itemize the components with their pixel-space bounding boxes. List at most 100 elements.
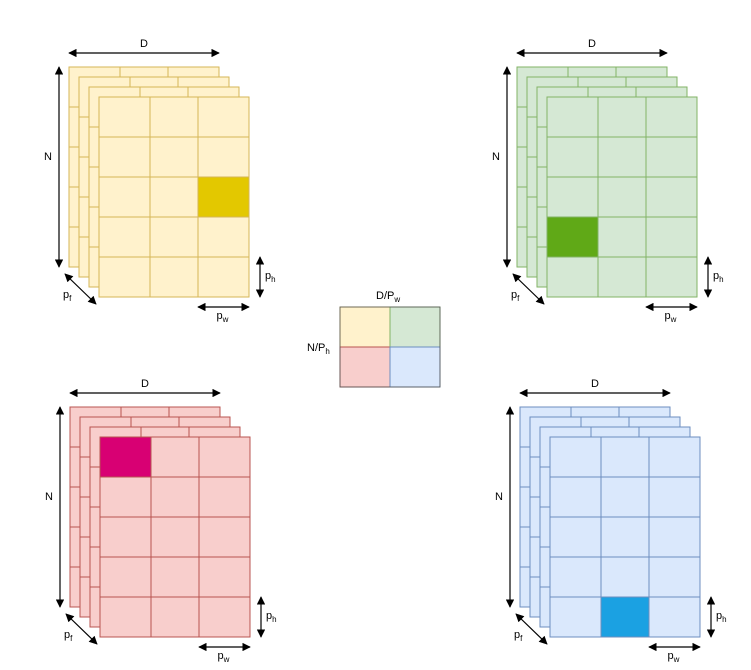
grid-cell: [99, 556, 152, 598]
highlighted-cell: [99, 436, 152, 478]
grid-cell: [150, 556, 200, 598]
label-d: D: [591, 378, 599, 390]
grid-cell: [198, 516, 251, 558]
grid-cell: [549, 516, 602, 558]
label-pw: pw: [218, 650, 230, 664]
legend-label-left: N/Ph: [307, 342, 330, 356]
grid-cell: [149, 136, 199, 178]
grid-cell: [149, 216, 199, 258]
dimension-arrow-pf: [65, 613, 98, 645]
grid-cell: [645, 176, 698, 218]
legend-cell-blue: [389, 346, 441, 388]
label-pf: pf: [63, 289, 72, 303]
front-grid: [546, 96, 698, 298]
label-n: N: [495, 491, 503, 503]
grid-cell: [597, 136, 647, 178]
grid-cell: [197, 216, 250, 258]
grid-cell: [600, 516, 650, 558]
label-ph: ph: [716, 610, 727, 624]
label-n: N: [45, 491, 53, 503]
grid-cell: [99, 476, 152, 518]
grid-cell: [546, 176, 599, 218]
legend-cell-red: [339, 346, 391, 388]
grid-cell: [645, 96, 698, 138]
highlighted-cell: [600, 596, 650, 638]
grid-cell: [150, 596, 200, 638]
grid-cell: [149, 96, 199, 138]
grid-cell: [198, 436, 251, 478]
grid-cell: [197, 256, 250, 298]
grid-cell: [546, 256, 599, 298]
label-n: N: [492, 151, 500, 163]
tensor-blue: D Npf ph pw: [495, 378, 727, 664]
label-pw: pw: [217, 310, 229, 324]
grid-cell: [197, 96, 250, 138]
grid-cell: [549, 476, 602, 518]
label-d: D: [140, 38, 148, 50]
grid-cell: [98, 136, 151, 178]
highlighted-cell: [546, 216, 599, 258]
grid-cell: [198, 596, 251, 638]
grid-cell: [198, 476, 251, 518]
label-pw: pw: [665, 310, 677, 324]
front-grid: [98, 96, 250, 298]
grid-cell: [149, 256, 199, 298]
grid-cell: [648, 436, 701, 478]
label-pw: pw: [668, 650, 680, 664]
tensor-red: D Npf ph pw: [45, 378, 277, 664]
grid-cell: [645, 136, 698, 178]
legend-cell-yellow: [339, 306, 391, 348]
grid-cell: [150, 476, 200, 518]
grid-cell: [549, 556, 602, 598]
legend-block: D/Pw N/Ph: [307, 290, 441, 388]
grid-cell: [600, 556, 650, 598]
grid-cell: [98, 96, 151, 138]
front-grid: [549, 436, 701, 638]
dimension-arrow-pf: [64, 273, 97, 305]
label-ph: ph: [266, 610, 277, 624]
label-pf: pf: [511, 289, 520, 303]
grid-cell: [98, 256, 151, 298]
grid-cell: [648, 596, 701, 638]
front-grid: [99, 436, 251, 638]
grid-cell: [645, 216, 698, 258]
grid-cell: [549, 436, 602, 478]
grid-cell: [98, 176, 151, 218]
label-pf: pf: [64, 629, 73, 643]
grid-cell: [546, 136, 599, 178]
legend-border: [339, 306, 441, 388]
grid-cell: [645, 256, 698, 298]
grid-cell: [99, 516, 152, 558]
grid-cell: [648, 556, 701, 598]
label-d: D: [588, 38, 596, 50]
grid-cell: [98, 216, 151, 258]
grid-cell: [648, 516, 701, 558]
grid-cell: [597, 176, 647, 218]
grid-cell: [648, 476, 701, 518]
grid-cell: [597, 96, 647, 138]
grid-cell: [597, 216, 647, 258]
grid-cell: [597, 256, 647, 298]
tensor-yellow: D Npf ph pw: [44, 38, 276, 324]
grid-cell: [600, 476, 650, 518]
grid-cell: [150, 436, 200, 478]
grid-cell: [546, 96, 599, 138]
label-ph: ph: [713, 270, 724, 284]
label-n: N: [44, 151, 52, 163]
highlighted-cell: [197, 176, 250, 218]
grid-cell: [149, 176, 199, 218]
label-pf: pf: [514, 629, 523, 643]
grid-cell: [549, 596, 602, 638]
grid-cell: [99, 596, 152, 638]
legend-label-top: D/Pw: [376, 290, 400, 304]
dimension-arrow-pf: [512, 273, 545, 305]
label-d: D: [141, 378, 149, 390]
dimension-arrow-pf: [515, 613, 548, 645]
grid-cell: [150, 516, 200, 558]
tensor-green: D Npf ph pw: [492, 38, 724, 324]
grid-cell: [600, 436, 650, 478]
grid-cell: [197, 136, 250, 178]
grid-cell: [198, 556, 251, 598]
legend-cell-green: [389, 306, 441, 348]
